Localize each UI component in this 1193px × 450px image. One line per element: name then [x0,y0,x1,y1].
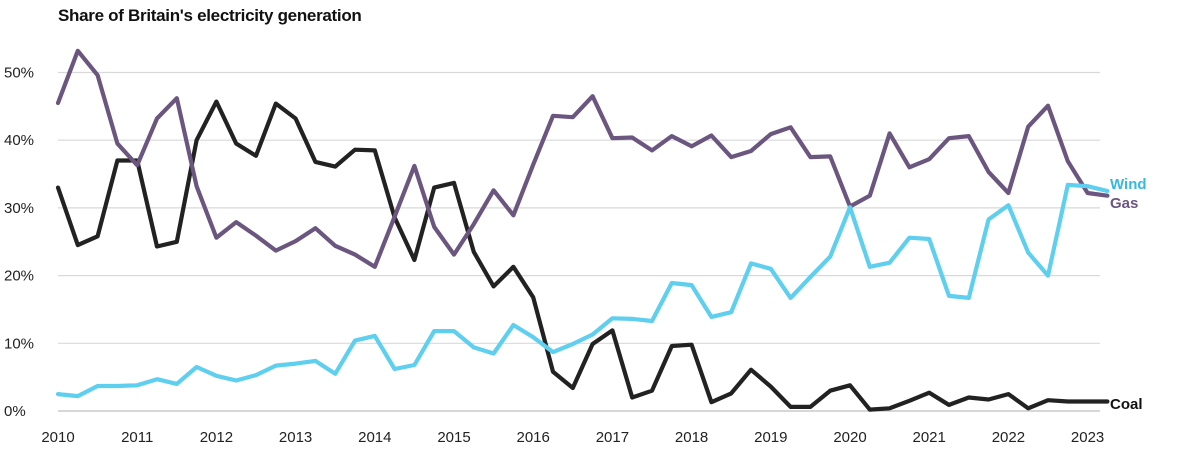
chart-title: Share of Britain's electricity generatio… [58,6,362,25]
x-tick-label: 2018 [675,429,708,446]
x-tick-label: 2010 [41,429,74,446]
x-tick-label: 2016 [517,429,550,446]
y-tick-label: 40% [4,132,34,149]
x-tick-label: 2022 [992,429,1025,446]
x-tick-label: 2019 [754,429,787,446]
y-tick-label: 0% [4,403,26,420]
x-tick-label: 2023 [1071,429,1104,446]
series-lines [55,48,1110,412]
series-label-coal: Coal [1110,396,1143,413]
x-tick-label: 2013 [279,429,312,446]
series-label-wind: Wind [1110,176,1147,193]
y-axis-ticks: 0% 10% 20% 30% 40% 50% [4,65,34,421]
x-tick-label: 2014 [358,429,391,446]
x-axis-ticks: 2010 2011 2012 2013 2014 2015 2016 2017 2018 2019… [41,429,1104,446]
series-line-wind [55,182,1110,399]
series-line-coal [55,99,1110,412]
gridlines [58,71,1100,412]
y-tick-label: 50% [4,65,34,82]
y-tick-label: 20% [4,268,34,285]
series-label-gas: Gas [1110,195,1138,212]
x-tick-label: 2020 [833,429,866,446]
x-tick-label: 2017 [596,429,629,446]
series-line-gas [55,48,1110,269]
series-labels: Coal Gas Wind [1110,176,1147,413]
x-tick-label: 2021 [913,429,946,446]
y-tick-label: 10% [4,335,34,352]
x-tick-label: 2015 [437,429,470,446]
y-tick-label: 30% [4,200,34,217]
x-tick-label: 2012 [200,429,233,446]
x-tick-label: 2011 [121,429,153,446]
